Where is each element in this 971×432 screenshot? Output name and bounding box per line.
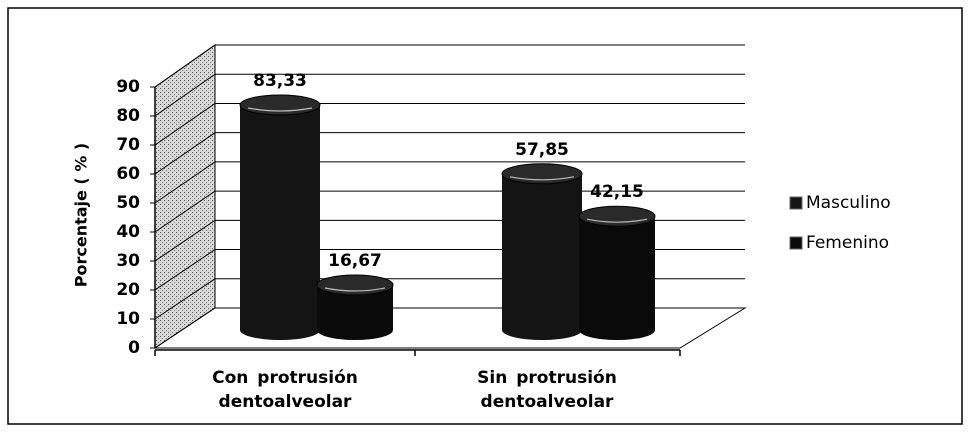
bar-top <box>316 274 394 296</box>
bar-highlight <box>586 218 648 223</box>
bar-top <box>501 163 583 185</box>
y-tick-label: 60 <box>116 164 140 184</box>
bar-top <box>578 205 656 227</box>
grid-line <box>154 73 745 117</box>
x-tick-label: Sin protrusión dentoalveolar <box>477 368 617 412</box>
bar <box>316 274 394 340</box>
y-tick-label: 40 <box>116 222 140 242</box>
y-tick-label: 30 <box>116 251 140 271</box>
value-label: 16,67 <box>328 251 382 271</box>
grid-line <box>154 102 745 146</box>
y-tick-label: 0 <box>128 338 140 358</box>
bar-body <box>502 173 582 330</box>
bar-highlight <box>247 107 313 112</box>
frame <box>7 7 963 425</box>
legend-label: Femenino <box>806 233 889 253</box>
grid-line <box>154 161 745 204</box>
bar-body <box>240 105 320 330</box>
y-tick-label: 20 <box>116 280 140 300</box>
grid-line <box>154 132 745 175</box>
bar-top <box>239 94 321 116</box>
x-tick-label: Con protrusión dentoalveolar <box>212 368 358 412</box>
bar-highlight <box>324 287 386 292</box>
legend-swatch <box>789 196 803 210</box>
bar <box>239 94 321 340</box>
y-tick-label: 10 <box>116 309 140 329</box>
grid-line <box>154 44 745 88</box>
bar-body <box>579 216 655 330</box>
value-label: 57,85 <box>515 140 569 160</box>
legend-swatch <box>789 236 803 250</box>
legend-label: Masculino <box>806 193 891 213</box>
bar <box>501 163 583 340</box>
bar-highlight <box>509 176 575 181</box>
y-tick-label: 70 <box>116 135 140 155</box>
y-tick-label: 50 <box>116 193 140 213</box>
y-tick-label: 80 <box>116 106 140 126</box>
value-label: 42,15 <box>590 182 644 202</box>
value-label: 83,33 <box>253 71 307 91</box>
bar <box>578 205 656 340</box>
y-tick-label: 90 <box>116 77 140 97</box>
y-axis-title: Porcentaje ( % ) <box>72 143 91 287</box>
